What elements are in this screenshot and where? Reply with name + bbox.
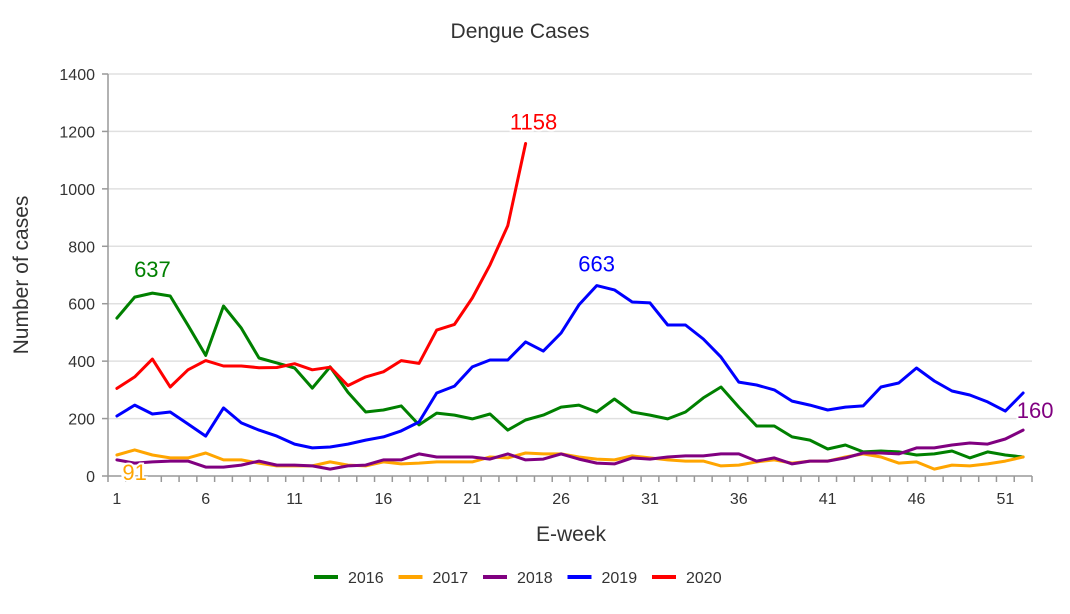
y-tick-label: 1200 <box>59 124 95 141</box>
x-tick-label: 11 <box>286 491 303 508</box>
y-tick-label: 0 <box>86 469 95 486</box>
annotation-2016: 637 <box>134 257 171 282</box>
x-tick-label: 36 <box>730 491 748 508</box>
gridlines <box>108 73 1032 420</box>
x-tick-label: 1 <box>112 491 121 508</box>
legend-label: 2016 <box>348 570 384 587</box>
y-tick-label: 200 <box>68 412 95 429</box>
x-tick-label: 6 <box>201 491 210 508</box>
y-tick-label: 600 <box>68 297 95 314</box>
x-tick-label: 51 <box>996 491 1014 508</box>
legend-item-2020[interactable]: 2020 <box>652 570 722 587</box>
x-tick-label: 26 <box>552 491 570 508</box>
annotations: 637 91 160 663 1158 <box>120 107 1055 486</box>
legend-item-2018[interactable]: 2018 <box>483 570 553 587</box>
annotation-2018: 160 <box>1017 398 1054 423</box>
x-tick-label: 46 <box>908 491 926 508</box>
x-tick-label: 16 <box>375 491 393 508</box>
y-tick-label: 1000 <box>59 182 95 199</box>
y-axis-title: Number of cases <box>10 196 33 355</box>
series-line-2018[interactable] <box>115 428 1025 471</box>
legend-label: 2018 <box>517 570 553 587</box>
legend-item-2016[interactable]: 2016 <box>314 570 384 587</box>
series-line-2016[interactable] <box>115 291 1025 460</box>
y-axis-ticks: 0 200 400 600 800 1000 1200 1400 <box>59 67 108 486</box>
annotation-2019: 663 <box>578 252 615 277</box>
annotation-2017: 91 <box>122 460 146 485</box>
series-line-2019[interactable] <box>115 284 1025 450</box>
series-group <box>115 142 1025 471</box>
y-tick-label: 400 <box>68 354 95 371</box>
y-tick-label: 800 <box>68 239 95 256</box>
annotation-2020: 1158 <box>510 109 557 134</box>
series-line-2020[interactable] <box>115 142 528 390</box>
legend-label: 2020 <box>686 570 722 587</box>
x-axis-title: E-week <box>536 523 607 546</box>
legend-label: 2019 <box>602 570 638 587</box>
x-tick-label: 41 <box>819 491 837 508</box>
x-tick-label: 31 <box>641 491 659 508</box>
x-tick-label: 21 <box>463 491 481 508</box>
legend-item-2019[interactable]: 2019 <box>567 570 638 587</box>
legend-item-2017[interactable]: 2017 <box>398 570 469 587</box>
y-tick-label: 1400 <box>59 67 95 84</box>
legend-label: 2017 <box>433 570 469 587</box>
legend: 2016 2017 2018 2019 2020 <box>314 570 722 587</box>
x-axis-ticks: 1 6 11 16 21 26 31 36 41 46 51 <box>107 476 1033 508</box>
chart-title: Dengue Cases <box>451 20 590 43</box>
